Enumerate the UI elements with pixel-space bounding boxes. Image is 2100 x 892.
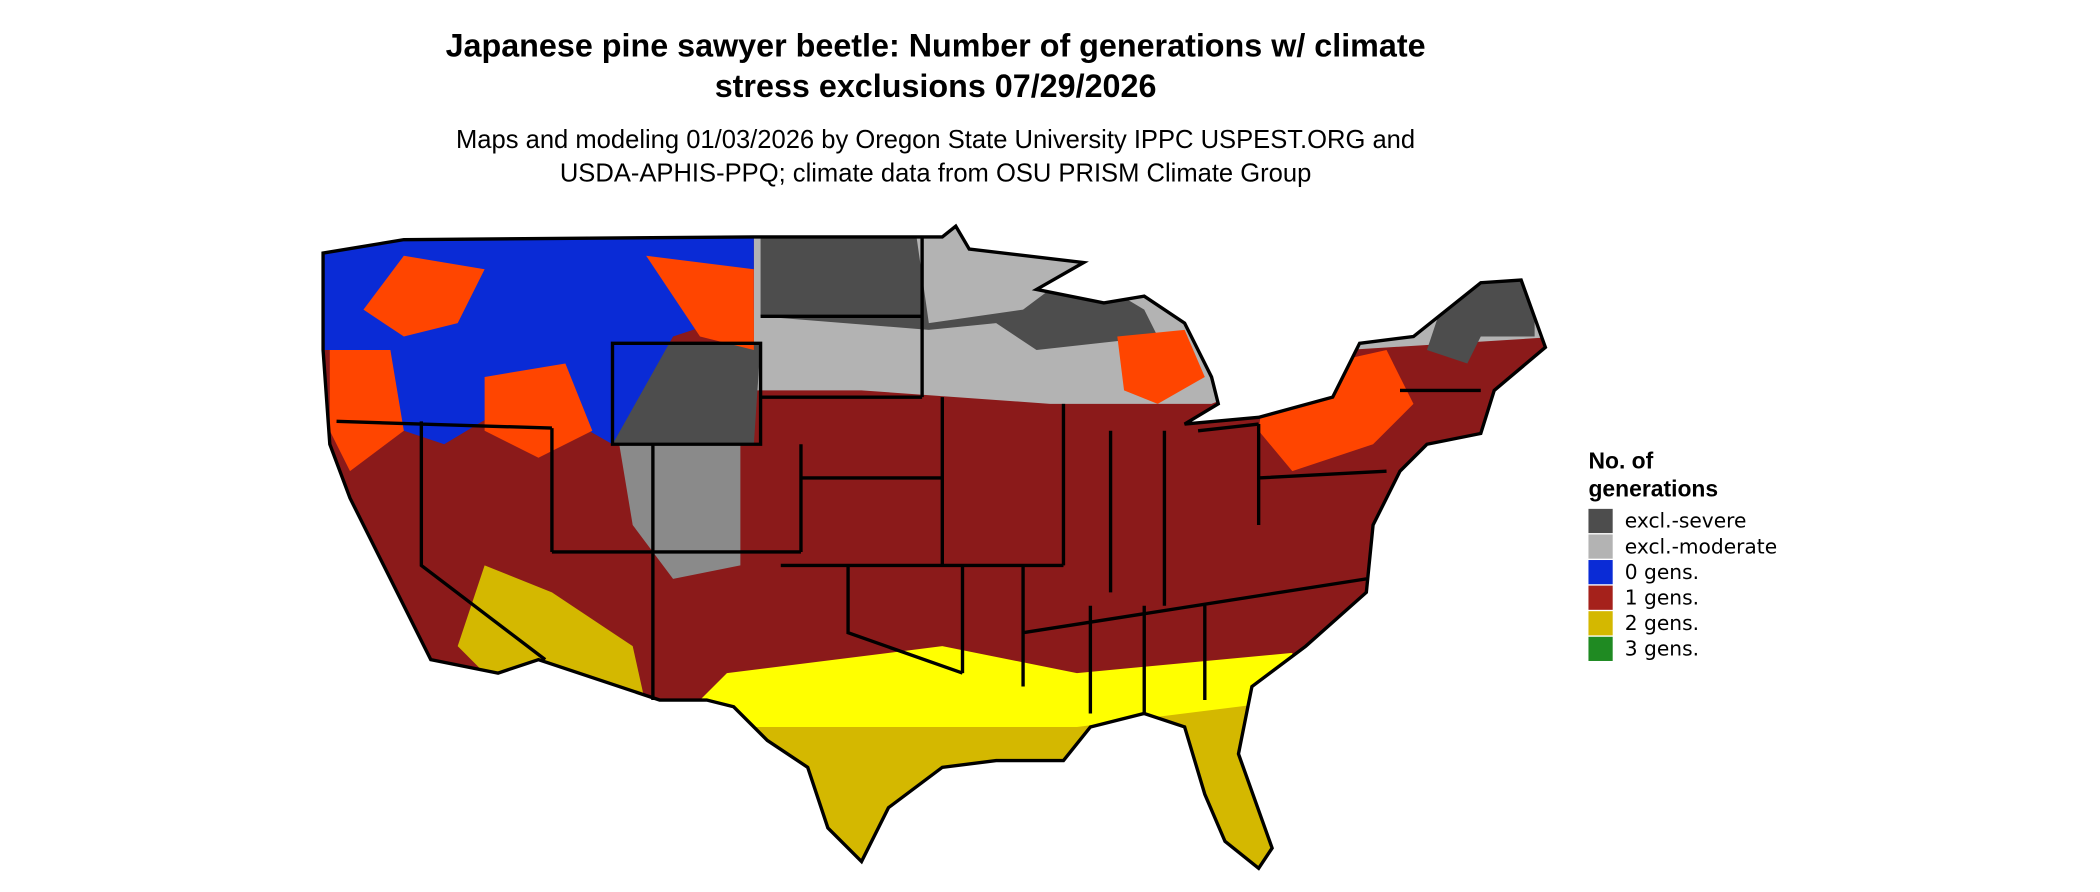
legend-swatch <box>1588 508 1613 534</box>
us-map <box>323 226 1546 869</box>
legend-label: 2 gens. <box>1625 611 1699 635</box>
legend-label: 0 gens. <box>1625 560 1699 584</box>
legend-swatch <box>1588 585 1613 610</box>
legend-swatch <box>1588 636 1613 661</box>
legend-label: 1 gens. <box>1625 585 1699 609</box>
title-line: Japanese pine sawyer beetle: Number of g… <box>446 28 1426 64</box>
legend-swatch <box>1588 560 1613 585</box>
legend-title: generations <box>1588 476 1718 502</box>
legend-label: excl.-moderate <box>1625 534 1777 558</box>
legend-label: excl.-severe <box>1625 509 1747 533</box>
legend-label: 3 gens. <box>1625 637 1699 661</box>
title-line: stress exclusions 07/29/2026 <box>715 68 1157 104</box>
legend-swatch <box>1588 534 1613 559</box>
subtitle-line: Maps and modeling 01/03/2026 by Oregon S… <box>456 126 1415 154</box>
legend-title: No. of <box>1588 447 1653 473</box>
subtitle-line: USDA-APHIS-PPQ; climate data from OSU PR… <box>560 160 1311 188</box>
state-borders <box>321 223 1548 871</box>
legend-swatch <box>1588 611 1613 636</box>
